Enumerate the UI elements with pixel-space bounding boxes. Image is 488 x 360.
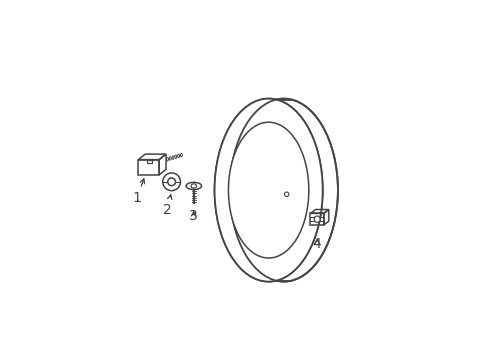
Ellipse shape <box>229 99 337 282</box>
Ellipse shape <box>166 158 168 161</box>
Text: 2: 2 <box>163 195 172 216</box>
Polygon shape <box>146 159 152 163</box>
Ellipse shape <box>163 173 180 191</box>
Text: 4: 4 <box>312 237 321 251</box>
Ellipse shape <box>167 178 175 186</box>
Ellipse shape <box>174 155 176 158</box>
Ellipse shape <box>177 154 179 158</box>
Ellipse shape <box>169 157 171 160</box>
Ellipse shape <box>185 183 201 190</box>
Ellipse shape <box>313 216 320 222</box>
Text: 1: 1 <box>132 179 144 206</box>
Ellipse shape <box>172 156 174 159</box>
Ellipse shape <box>214 99 322 282</box>
Text: 3: 3 <box>189 210 198 224</box>
Ellipse shape <box>191 184 196 188</box>
Ellipse shape <box>228 122 308 258</box>
Ellipse shape <box>180 153 182 157</box>
